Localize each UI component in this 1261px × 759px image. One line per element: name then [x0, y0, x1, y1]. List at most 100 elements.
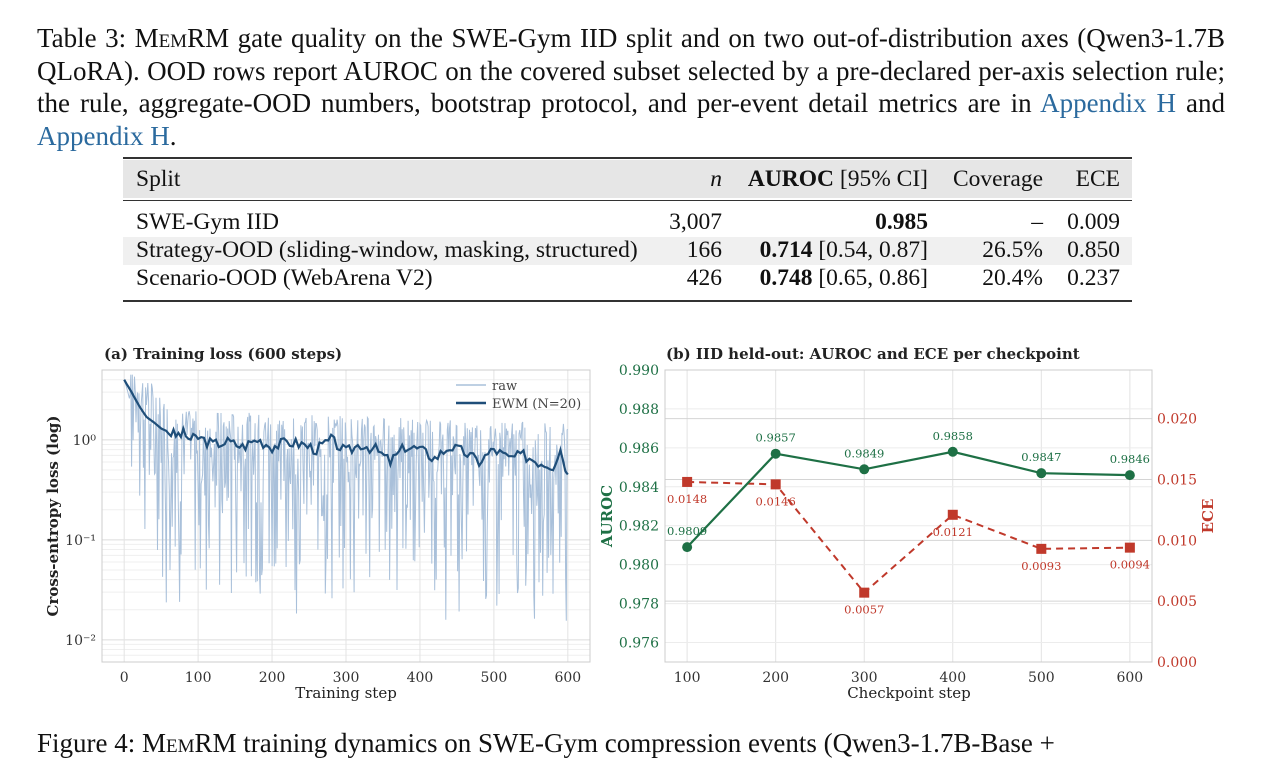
auroc-data-label: 0.9846 — [1110, 452, 1150, 466]
caption-prefix: Table 3: — [37, 23, 135, 53]
auroc-data-label: 0.9857 — [756, 431, 796, 445]
y-tick-label: 10⁻² — [65, 633, 96, 649]
ewm-series — [123, 379, 569, 476]
cell-n: 426 — [686, 265, 722, 291]
y-tick-label: 0.990 — [619, 363, 659, 379]
x-tick-label: 0 — [120, 670, 129, 686]
panel-a-x-label: Training step — [295, 684, 397, 702]
ece-marker — [770, 479, 781, 490]
x-tick-label: 100 — [185, 670, 212, 686]
x-tick-label: 300 — [851, 670, 878, 686]
cell-auroc: 0.714 — [759, 237, 813, 263]
table-row: Strategy-OOD (sliding-window, masking, s… — [123, 237, 1132, 265]
x-tick-label: 500 — [481, 670, 508, 686]
y-tick-label: 0.976 — [619, 636, 659, 652]
appendix-link-2[interactable]: Appendix H — [37, 120, 170, 151]
panel-b-y2-label: ECE — [1199, 499, 1217, 534]
panel-a-title: (a) Training loss (600 steps) — [104, 345, 342, 363]
x-tick-label: 100 — [674, 670, 701, 686]
y2-tick-label: 0.000 — [1157, 655, 1197, 671]
header-ece: ECE — [1075, 166, 1120, 192]
y-tick-label: 0.978 — [619, 597, 659, 613]
auroc-marker — [859, 464, 870, 475]
panel-b-auroc-ece: (b) IID held-out: AUROC and ECE per chec… — [598, 345, 1217, 702]
ece-data-label: 0.0057 — [844, 603, 884, 617]
table-row: SWE-Gym IID 3,007 0.985 – 0.009 — [123, 209, 1132, 237]
x-tick-label: 300 — [333, 670, 360, 686]
caption-end: . — [169, 120, 177, 151]
ece-marker — [947, 509, 958, 520]
panel-a-training-loss: (a) Training loss (600 steps) 0 100 200 300… — [44, 345, 591, 702]
auroc-marker — [1124, 470, 1135, 481]
y-tick-label: 0.984 — [619, 480, 659, 496]
header-ci: [95% CI] — [839, 166, 928, 192]
legend-raw-label: raw — [492, 379, 517, 394]
caption-body: gate quality on the SWE-Gym IID split an… — [37, 23, 1225, 118]
cell-auroc: 0.985 — [875, 209, 928, 235]
table-bottom-rule — [123, 300, 1132, 302]
auroc-data-label: 0.9849 — [844, 446, 884, 460]
x-tick-label: 400 — [407, 670, 434, 686]
y-tick-label: 0.986 — [619, 441, 659, 457]
panel-b-frame — [664, 369, 1153, 663]
panel-b-y-left-ticks: 0.976 0.978 0.980 0.982 0.984 0.986 0.988 0.990 — [619, 363, 659, 652]
y-tick-label: 10⁻¹ — [65, 533, 96, 549]
figure-caption-body: training dynamics on SWE-Gym compression… — [236, 728, 1055, 758]
cell-ece: 0.237 — [1067, 265, 1120, 291]
figure-model-name: MemRM — [142, 728, 237, 758]
ewm-loss-line — [123, 379, 569, 476]
cell-ece: 0.850 — [1067, 237, 1120, 263]
header-split: Split — [136, 166, 181, 192]
ece-series: 0.0148 0.0146 0.0057 0.0121 0.0093 0.0094 — [667, 476, 1150, 617]
ece-marker — [1124, 542, 1135, 553]
y2-tick-label: 0.015 — [1157, 473, 1197, 489]
ece-marker — [682, 476, 693, 487]
cell-coverage: – — [1031, 209, 1043, 235]
training-figure: (a) Training loss (600 steps) 0 100 200 300… — [44, 345, 1217, 702]
auroc-data-label: 0.9847 — [1021, 450, 1061, 464]
auroc-data-label: 0.9809 — [667, 524, 707, 538]
legend-ewm-label: EWM (N=20) — [492, 397, 581, 412]
y2-tick-label: 0.020 — [1157, 412, 1197, 428]
ece-marker — [859, 587, 870, 598]
panel-b-y-right-ticks: 0.000 0.005 0.010 0.015 0.020 — [1157, 412, 1197, 671]
cell-auroc: 0.748 — [759, 265, 813, 291]
cell-split: Scenario-OOD (WebArena V2) — [136, 265, 433, 291]
appendix-link-1[interactable]: Appendix H — [1040, 88, 1177, 118]
auroc-marker — [1036, 468, 1047, 479]
y-tick-label: 0.982 — [619, 519, 659, 535]
panel-a-frame — [101, 369, 591, 663]
cell-coverage: 20.4% — [982, 265, 1043, 291]
auroc-line — [686, 450, 1130, 548]
panel-a-y-label: Cross-entropy loss (log) — [44, 416, 62, 617]
y-tick-label: 0.988 — [619, 402, 659, 418]
auroc-marker — [682, 542, 693, 553]
x-tick-label: 600 — [554, 670, 581, 686]
panel-b-grid — [665, 369, 1152, 663]
y-tick-label: 0.980 — [619, 558, 659, 574]
panel-b-y-label: AUROC — [598, 485, 616, 548]
panel-a-y-ticks: 10⁰ 10⁻¹ 10⁻² — [65, 433, 96, 649]
table-top-rule — [123, 157, 1132, 159]
ece-data-label: 0.0121 — [933, 525, 973, 539]
auroc-series: 0.9809 0.9857 0.9849 0.9858 0.9847 0.9846 — [667, 429, 1150, 553]
table-caption: Table 3: MemRM gate quality on the SWE-G… — [37, 22, 1225, 152]
header-auroc: AUROC — [747, 166, 835, 192]
cell-n: 166 — [686, 237, 722, 263]
caption-mid: and — [1176, 88, 1226, 118]
x-tick-label: 200 — [762, 670, 789, 686]
header-coverage: Coverage — [952, 166, 1043, 192]
cell-n: 3,007 — [669, 209, 722, 235]
panel-b-x-label: Checkpoint step — [847, 684, 971, 702]
panel-b-title: (b) IID held-out: AUROC and ECE per chec… — [666, 345, 1080, 363]
x-tick-label: 600 — [1116, 670, 1143, 686]
table-header-row: Split n AUROC [95% CI] Coverage ECE — [123, 160, 1132, 198]
figure-caption: Figure 4: MemRM training dynamics on SWE… — [37, 728, 1055, 759]
auroc-data-label: 0.9858 — [933, 429, 973, 443]
y2-tick-label: 0.005 — [1157, 594, 1197, 610]
ece-line — [687, 480, 1130, 595]
x-tick-label: 400 — [939, 670, 966, 686]
cell-coverage: 26.5% — [982, 237, 1043, 263]
ece-marker — [1036, 543, 1047, 554]
ece-data-label: 0.0146 — [756, 494, 796, 508]
